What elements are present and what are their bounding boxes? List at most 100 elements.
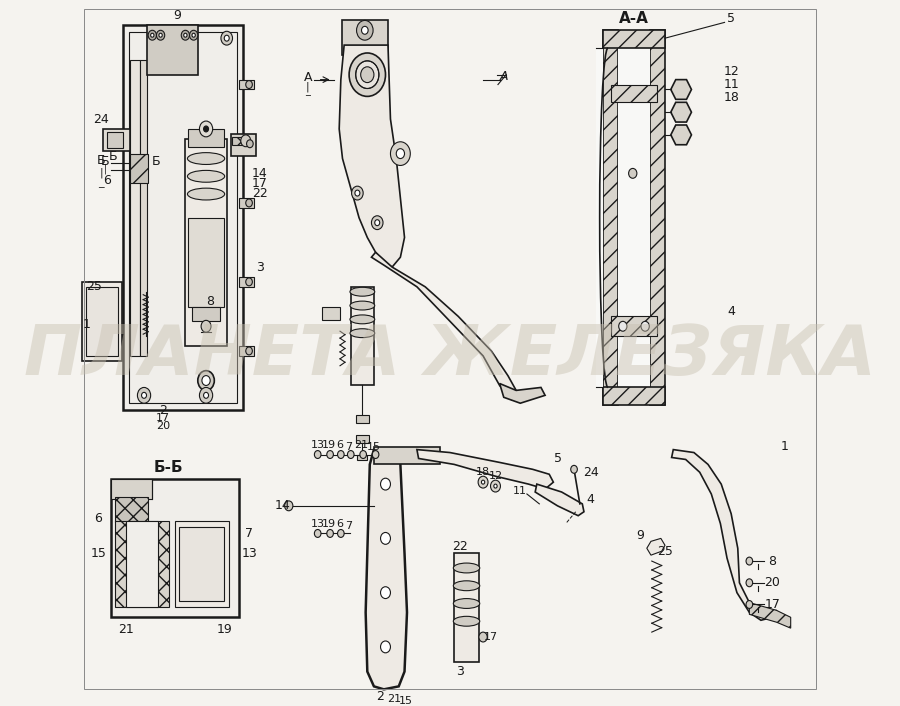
Text: ПЛАНЕТА ЖЕЛЕЗЯКА: ПЛАНЕТА ЖЕЛЕЗЯКА: [24, 323, 876, 390]
Bar: [111, 479, 239, 617]
Circle shape: [482, 480, 485, 484]
Bar: [231, 134, 256, 155]
Polygon shape: [670, 80, 691, 100]
Circle shape: [352, 186, 364, 200]
Bar: [650, 30, 665, 405]
Circle shape: [381, 532, 391, 544]
Ellipse shape: [350, 315, 374, 324]
Bar: [123, 25, 243, 410]
Ellipse shape: [454, 616, 480, 626]
Text: 14: 14: [275, 499, 291, 513]
Ellipse shape: [350, 287, 374, 297]
Text: 20: 20: [156, 421, 170, 431]
Ellipse shape: [350, 329, 374, 337]
Circle shape: [141, 393, 147, 398]
Text: |: |: [306, 81, 310, 92]
Text: 19: 19: [322, 440, 337, 450]
Circle shape: [161, 34, 168, 42]
Text: 18: 18: [724, 91, 739, 104]
Text: 2: 2: [376, 690, 383, 702]
Circle shape: [178, 34, 184, 42]
Polygon shape: [372, 252, 517, 400]
Text: 1: 1: [781, 440, 788, 453]
Circle shape: [374, 220, 380, 226]
Text: А: А: [303, 71, 312, 84]
Text: 22: 22: [452, 540, 468, 553]
Bar: [239, 198, 254, 208]
Text: 14: 14: [252, 167, 267, 180]
Circle shape: [246, 347, 252, 355]
Text: 24: 24: [582, 466, 599, 479]
Circle shape: [396, 149, 404, 159]
Circle shape: [491, 480, 500, 492]
Ellipse shape: [187, 170, 225, 182]
Circle shape: [138, 388, 150, 403]
Circle shape: [200, 388, 212, 403]
Bar: [603, 30, 618, 405]
Text: 6: 6: [94, 512, 103, 525]
Text: 3: 3: [256, 261, 264, 273]
Text: 3: 3: [456, 665, 464, 678]
Ellipse shape: [350, 301, 374, 310]
Circle shape: [338, 530, 344, 537]
Bar: [188, 217, 224, 306]
Circle shape: [338, 450, 344, 458]
Text: 24: 24: [94, 112, 109, 126]
Circle shape: [185, 40, 193, 50]
Text: 9: 9: [173, 9, 181, 22]
Circle shape: [478, 477, 488, 488]
Text: 11: 11: [724, 78, 739, 91]
Text: 6: 6: [103, 174, 111, 187]
Bar: [611, 85, 657, 102]
Text: 13: 13: [241, 546, 256, 560]
Circle shape: [356, 61, 379, 88]
Circle shape: [192, 33, 195, 37]
Text: _: _: [98, 178, 104, 189]
Circle shape: [247, 140, 253, 148]
Circle shape: [391, 142, 410, 165]
Circle shape: [284, 501, 292, 510]
Bar: [185, 139, 227, 346]
Bar: [239, 346, 254, 356]
Circle shape: [356, 20, 374, 40]
Text: 21: 21: [118, 623, 134, 635]
Circle shape: [177, 40, 185, 50]
Circle shape: [157, 30, 165, 40]
Polygon shape: [647, 539, 665, 555]
Text: 8: 8: [206, 295, 214, 308]
Circle shape: [314, 530, 321, 537]
Polygon shape: [671, 450, 777, 621]
Text: 22: 22: [252, 186, 267, 200]
Circle shape: [246, 199, 252, 207]
Circle shape: [224, 35, 230, 41]
Circle shape: [246, 278, 252, 286]
Text: 19: 19: [216, 623, 232, 635]
Text: 15: 15: [91, 546, 106, 560]
Text: 17: 17: [484, 632, 499, 642]
Text: 6: 6: [337, 519, 344, 529]
Circle shape: [184, 33, 187, 37]
Circle shape: [361, 67, 374, 83]
Polygon shape: [750, 602, 791, 628]
Text: 18: 18: [476, 467, 491, 477]
Bar: [356, 415, 369, 423]
Bar: [115, 520, 169, 607]
Circle shape: [202, 376, 211, 385]
Bar: [115, 497, 148, 522]
Bar: [603, 30, 665, 48]
Ellipse shape: [187, 152, 225, 164]
Text: 4: 4: [727, 305, 735, 318]
Bar: [618, 30, 650, 405]
Circle shape: [360, 450, 366, 458]
Text: 7: 7: [346, 520, 353, 531]
Bar: [192, 306, 220, 321]
Bar: [357, 455, 367, 460]
Text: 7: 7: [245, 527, 253, 540]
Text: 17: 17: [765, 598, 780, 611]
Circle shape: [494, 484, 497, 488]
Bar: [176, 520, 230, 607]
Circle shape: [746, 579, 752, 587]
Ellipse shape: [187, 188, 225, 200]
Text: А-А: А-А: [618, 11, 649, 26]
Circle shape: [220, 31, 232, 45]
